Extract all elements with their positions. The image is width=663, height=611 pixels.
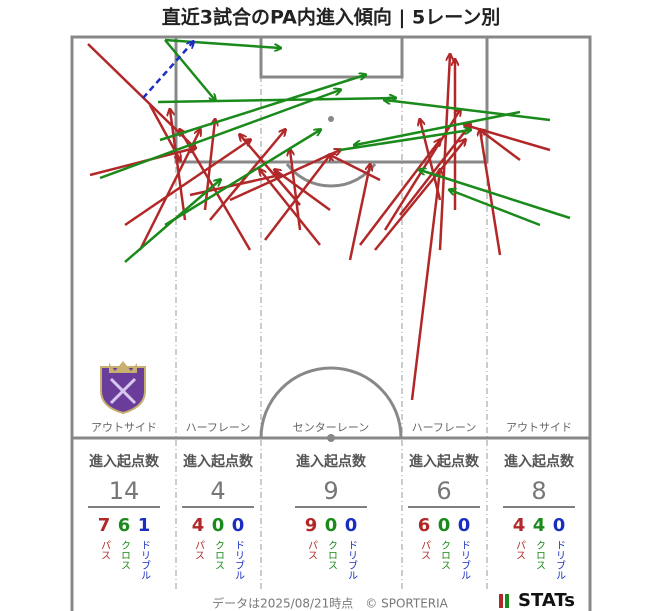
pass-arrow: [465, 125, 551, 152]
cross-label: クロス: [119, 540, 130, 570]
title: 直近3試合のPA内進入傾向 | 5レーン別: [162, 6, 501, 29]
cross-arrow: [164, 39, 215, 100]
pass-arrow: [180, 130, 252, 251]
pass-count: 6: [418, 515, 431, 536]
stat-heading: 進入起点数: [504, 453, 575, 470]
pass-arrow: [359, 140, 440, 246]
pass-count: 4: [513, 515, 526, 536]
pass-arrow: [240, 135, 301, 206]
pass-arrow: [189, 175, 280, 197]
cross-label: クロス: [439, 540, 450, 570]
cross-arrow: [420, 170, 571, 220]
logo-bar: [505, 594, 509, 608]
arrows: [87, 38, 571, 401]
dribble-label: ドリブル: [233, 540, 245, 580]
dribble-label: ドリブル: [554, 540, 566, 580]
cross-count: 0: [438, 515, 451, 536]
pass-arrow: [420, 120, 442, 201]
pass-arrow: [275, 170, 331, 212]
stat-total: 9: [323, 477, 338, 505]
pass-count: 9: [305, 515, 318, 536]
pass-label: パス: [306, 540, 318, 560]
stat-total: 4: [210, 477, 225, 505]
center-spot: [327, 434, 335, 442]
cross-arrow: [385, 100, 551, 122]
lane-stats: アウトサイド進入起点数147パス6クロス1ドリブルハーフレーン進入起点数44パス…: [88, 421, 575, 580]
cross-arrow: [355, 110, 521, 145]
pass-label: パス: [99, 540, 111, 560]
stat-total: 14: [109, 477, 140, 505]
pass-arrow: [410, 170, 440, 401]
pass-arrow: [438, 55, 450, 251]
pass-arrow: [264, 155, 330, 241]
stat-heading: 進入起点数: [89, 453, 160, 470]
dribble-label: ドリブル: [459, 540, 471, 580]
lane-name: アウトサイド: [506, 421, 572, 434]
pass-label: パス: [419, 540, 431, 560]
cross-arrow: [339, 130, 470, 152]
dribble-label: ドリブル: [139, 540, 151, 580]
cross-count: 4: [533, 515, 546, 536]
cross-arrow: [99, 90, 340, 180]
dribble-count: 0: [553, 515, 566, 536]
pass-arrow: [229, 150, 340, 202]
cross-count: 0: [212, 515, 225, 536]
logo-bar: [499, 594, 503, 608]
pass-label: パス: [193, 540, 205, 560]
cross-arrow: [164, 130, 320, 227]
dribble-count: 1: [138, 515, 151, 536]
cross-arrow: [164, 38, 280, 48]
dribble-count: 0: [458, 515, 471, 536]
footer: データは2025/08/21時点 © SPORTERIA: [212, 596, 449, 611]
lane-name: アウトサイド: [91, 421, 157, 434]
dribble-count: 0: [345, 515, 358, 536]
pass-arrow: [330, 155, 381, 182]
pass-arrow: [374, 140, 465, 251]
cross-count: 0: [325, 515, 338, 536]
stat-heading: 進入起点数: [409, 453, 480, 470]
cross-count: 6: [118, 515, 131, 536]
pass-arrow: [260, 170, 321, 246]
pass-arrow: [399, 125, 470, 216]
lane-name: ハーフレーン: [186, 421, 251, 434]
center-circle: [259, 366, 403, 439]
cross-arrow: [157, 98, 395, 104]
pass-arrow: [87, 43, 195, 148]
cross-label: クロス: [534, 540, 545, 570]
lane-name: ハーフレーン: [412, 421, 477, 434]
cross-arrow: [450, 190, 541, 227]
stat-total: 6: [436, 477, 451, 505]
pass-arrow: [124, 140, 250, 227]
pass-label: パス: [514, 540, 526, 560]
dribble-arrow: [142, 42, 193, 99]
pass-arrow: [170, 110, 187, 221]
pass-arrow: [480, 130, 521, 161]
pass-arrow: [348, 165, 370, 261]
pass-arrow: [203, 120, 215, 211]
cross-label: クロス: [326, 540, 337, 570]
dribble-label: ドリブル: [346, 540, 358, 580]
cross-label: クロス: [213, 540, 224, 570]
stat-heading: 進入起点数: [183, 453, 254, 470]
cross-arrow: [159, 75, 365, 142]
stat-heading: 進入起点数: [296, 453, 367, 470]
logo-text: STATs: [518, 590, 575, 611]
logo: STATs: [499, 590, 575, 611]
lane-name: センターレーン: [293, 421, 369, 434]
pass-count: 7: [98, 515, 111, 536]
goal-area: [259, 35, 404, 79]
dribble-count: 0: [232, 515, 245, 536]
pass-count: 4: [192, 515, 205, 536]
crest: [100, 361, 146, 415]
stat-total: 8: [531, 477, 546, 505]
penalty-spot: [328, 116, 334, 122]
